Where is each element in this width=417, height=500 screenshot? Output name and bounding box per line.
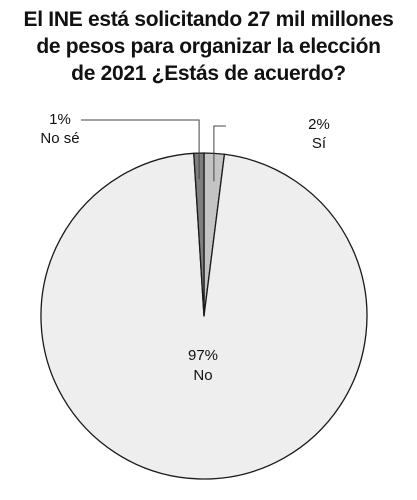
pie-slices: [40, 152, 368, 480]
chart-title-line-2: de pesos para organizar la elección: [36, 35, 381, 58]
slice-label-si-value: 2%: [308, 116, 330, 133]
chart-title-line-1: El INE está solicitando 27 mil millones: [23, 8, 394, 31]
slice-label-no-se-name: No sé: [40, 130, 79, 147]
leader-line-si: [213, 125, 226, 182]
slice-label-no-se-value: 1%: [49, 111, 71, 128]
chart-title-line-3: de 2021 ¿Estás de acuerdo?: [71, 62, 346, 85]
chart-title: El INE está solicitando 27 mil millones …: [8, 6, 409, 87]
slice-label-no-name: No: [193, 367, 212, 384]
slice-label-no-value: 97%: [188, 347, 218, 364]
leader-line-no-se: [81, 119, 200, 180]
slice-label-si-name: Sí: [312, 135, 327, 152]
